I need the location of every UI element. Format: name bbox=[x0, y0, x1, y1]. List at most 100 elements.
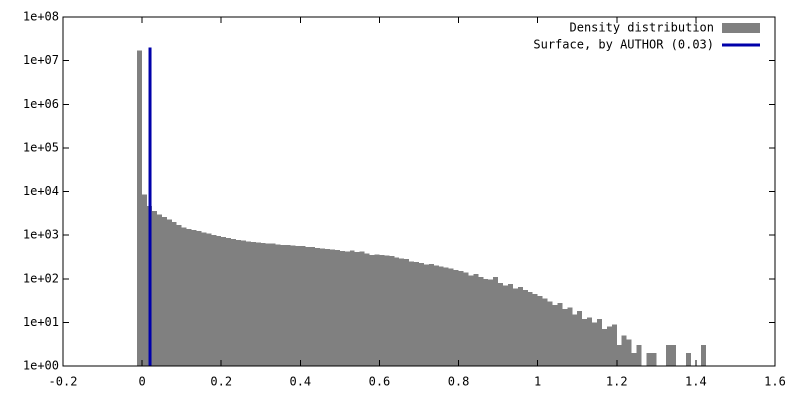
histogram-bar bbox=[597, 318, 602, 366]
histogram-bar bbox=[275, 244, 281, 366]
histogram-bar bbox=[483, 278, 489, 366]
histogram-bar bbox=[152, 210, 157, 366]
histogram-bar bbox=[250, 242, 256, 366]
histogram-bar bbox=[587, 317, 593, 366]
histogram-bar bbox=[221, 237, 227, 366]
histogram-bar bbox=[305, 246, 311, 366]
x-tick-label: 0.8 bbox=[448, 375, 470, 389]
histogram-bar bbox=[201, 232, 207, 366]
histogram-bar bbox=[404, 259, 410, 366]
histogram-bar bbox=[508, 284, 513, 366]
histogram-bar bbox=[567, 307, 573, 366]
histogram-bar bbox=[686, 352, 691, 366]
legend-label: Surface, by AUTHOR (0.03) bbox=[533, 38, 714, 52]
histogram-bar bbox=[503, 285, 508, 366]
histogram-bar bbox=[191, 230, 197, 366]
histogram-bar bbox=[374, 254, 380, 366]
histogram-bar bbox=[611, 324, 617, 366]
histogram-bar bbox=[592, 322, 597, 366]
histogram-bar bbox=[488, 279, 494, 366]
histogram-bar bbox=[473, 273, 479, 366]
histogram-bar bbox=[142, 194, 148, 366]
x-tick-label: 0.2 bbox=[210, 375, 232, 389]
histogram-bar bbox=[186, 228, 192, 366]
histogram-bar bbox=[245, 241, 251, 366]
y-tick-label: 1e+08 bbox=[23, 10, 59, 24]
histogram-bar bbox=[532, 293, 538, 366]
histogram-bar bbox=[181, 227, 187, 366]
histogram-bar bbox=[394, 257, 400, 366]
histogram-bar bbox=[666, 345, 672, 366]
histogram-bar bbox=[700, 345, 706, 366]
histogram-bar bbox=[621, 335, 627, 366]
histogram-bar bbox=[512, 288, 518, 366]
histogram-bar bbox=[300, 246, 306, 366]
histogram-bar bbox=[517, 286, 523, 366]
histogram-bar bbox=[478, 276, 484, 366]
histogram-bar bbox=[171, 221, 177, 366]
histogram-bar bbox=[270, 243, 276, 366]
histogram-bar bbox=[384, 255, 390, 366]
x-tick-label: -0.2 bbox=[49, 375, 78, 389]
histogram-bar bbox=[344, 251, 350, 366]
histogram-bar bbox=[493, 276, 499, 366]
x-tick-label: 1.6 bbox=[764, 375, 786, 389]
histogram-bar bbox=[458, 271, 464, 366]
histogram-bar bbox=[260, 242, 266, 366]
histogram-bar bbox=[339, 251, 345, 366]
histogram-bar bbox=[414, 262, 419, 366]
y-tick-label: 1e+04 bbox=[23, 184, 59, 198]
histogram-bar bbox=[626, 339, 632, 366]
x-tick-label: 1.4 bbox=[685, 375, 707, 389]
histogram-bar bbox=[161, 217, 167, 366]
histogram-bar bbox=[364, 253, 370, 366]
histogram-bar bbox=[522, 290, 528, 366]
histogram-bar bbox=[468, 275, 474, 366]
histogram-bar bbox=[211, 235, 217, 366]
y-tick-label: 1e+00 bbox=[23, 359, 59, 373]
histogram-bar bbox=[241, 240, 246, 366]
y-tick-label: 1e+07 bbox=[23, 53, 59, 67]
histogram-bar bbox=[349, 250, 355, 366]
histogram-bar bbox=[651, 352, 657, 366]
histogram-bar bbox=[255, 242, 261, 366]
histogram-bar bbox=[616, 345, 622, 366]
histogram-bar bbox=[527, 291, 533, 366]
histogram-bar bbox=[448, 268, 454, 366]
histogram-bar bbox=[537, 296, 543, 366]
histogram-bar bbox=[547, 301, 553, 366]
histogram-bar bbox=[542, 298, 548, 366]
y-tick-label: 1e+05 bbox=[23, 140, 59, 154]
histogram-bar bbox=[463, 272, 469, 366]
histogram-bar bbox=[379, 255, 385, 366]
histogram-bar bbox=[562, 309, 568, 366]
histogram-bar bbox=[399, 258, 405, 366]
x-tick-label: 0.6 bbox=[369, 375, 391, 389]
histogram-bar bbox=[572, 314, 578, 366]
histogram-bar bbox=[310, 247, 316, 366]
y-tick-label: 1e+01 bbox=[23, 315, 59, 329]
histogram-bar bbox=[359, 251, 365, 366]
histogram-bar bbox=[166, 219, 172, 366]
x-tick-label: 1.2 bbox=[606, 375, 628, 389]
histogram-bar bbox=[671, 345, 677, 366]
histogram-bar bbox=[423, 264, 429, 366]
histogram-bar bbox=[295, 245, 301, 366]
histogram-bar bbox=[409, 261, 415, 366]
histogram-bar bbox=[577, 311, 583, 366]
y-tick-label: 1e+03 bbox=[23, 228, 59, 242]
histogram-bar bbox=[320, 248, 326, 366]
histogram-bar bbox=[206, 233, 212, 366]
histogram-bar bbox=[369, 255, 375, 366]
x-tick-label: 1 bbox=[534, 375, 541, 389]
histogram-bar bbox=[453, 269, 459, 366]
histogram-bar bbox=[280, 244, 286, 366]
y-tick-label: 1e+02 bbox=[23, 271, 59, 285]
histogram-bar bbox=[601, 329, 607, 366]
histogram-bar bbox=[428, 263, 434, 366]
x-tick-label: 0.4 bbox=[289, 375, 311, 389]
histogram-bar bbox=[636, 345, 642, 366]
histogram-bar bbox=[389, 256, 395, 366]
histogram-bar bbox=[285, 245, 291, 366]
histogram-bar bbox=[216, 236, 222, 366]
